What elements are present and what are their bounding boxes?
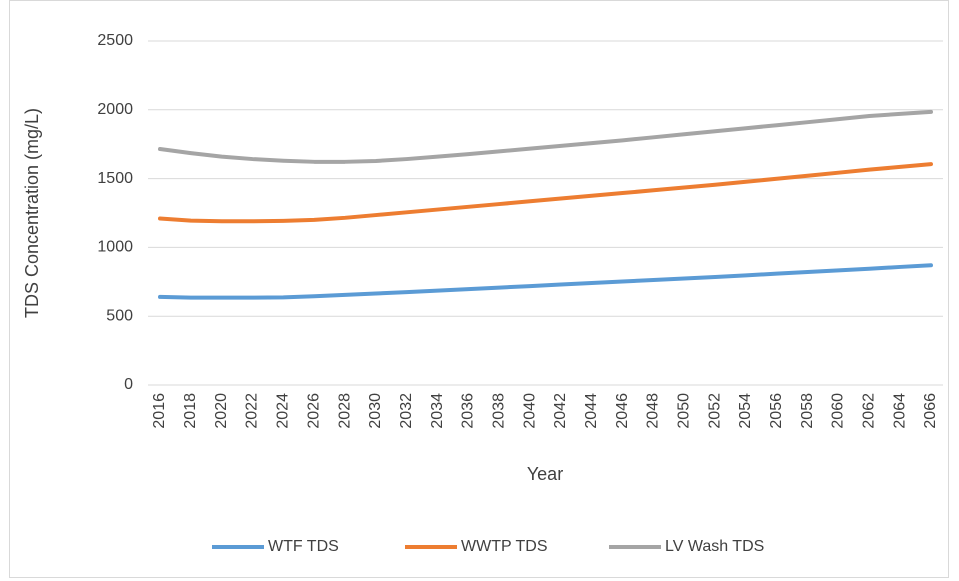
y-tick-label: 2000 xyxy=(97,101,133,118)
legend-label: LV Wash TDS xyxy=(665,538,764,555)
x-tick-label: 2066 xyxy=(922,393,939,429)
y-tick-label: 1000 xyxy=(97,239,133,256)
line xyxy=(158,162,933,224)
x-axis-label: Year xyxy=(527,464,563,484)
y-tick-label: 2500 xyxy=(97,32,133,49)
x-tick-label: 2044 xyxy=(583,393,600,429)
y-tick-label: 1500 xyxy=(97,170,133,187)
x-tick-label: 2026 xyxy=(305,393,322,429)
x-tick-label: 2020 xyxy=(213,393,230,429)
x-tick-label: 2030 xyxy=(367,393,384,429)
x-tick-label: 2064 xyxy=(891,393,908,429)
line xyxy=(158,263,933,300)
y-tick-label: 500 xyxy=(106,307,133,324)
x-tick-label: 2058 xyxy=(799,393,816,429)
x-tick-label: 2040 xyxy=(521,393,538,429)
x-tick-label: 2034 xyxy=(429,393,446,429)
x-tick-label: 2048 xyxy=(645,393,662,429)
x-tick-label: 2022 xyxy=(244,393,261,429)
y-axis-label: TDS Concentration (mg/L) xyxy=(22,108,42,318)
x-tick-label: 2052 xyxy=(706,393,723,429)
x-tick-label: 2060 xyxy=(830,393,847,429)
x-tick-label: 2050 xyxy=(675,393,692,429)
x-tick-label: 2016 xyxy=(151,393,168,429)
x-tick-label: 2036 xyxy=(460,393,477,429)
legend-label: WTF TDS xyxy=(268,538,339,555)
line xyxy=(158,109,933,164)
x-tick-label: 2018 xyxy=(182,393,199,429)
x-tick-label: 2062 xyxy=(861,393,878,429)
x-tick-label: 2054 xyxy=(737,393,754,429)
x-tick-label: 2046 xyxy=(614,393,631,429)
x-tick-label: 2056 xyxy=(768,393,785,429)
legend-label: WWTP TDS xyxy=(461,538,548,555)
x-tick-label: 2032 xyxy=(398,393,415,429)
y-tick-label: 0 xyxy=(124,376,133,393)
x-tick-label: 2038 xyxy=(490,393,507,429)
x-tick-label: 2024 xyxy=(275,393,292,429)
x-tick-label: 2042 xyxy=(552,393,569,429)
x-tick-label: 2028 xyxy=(336,393,353,429)
